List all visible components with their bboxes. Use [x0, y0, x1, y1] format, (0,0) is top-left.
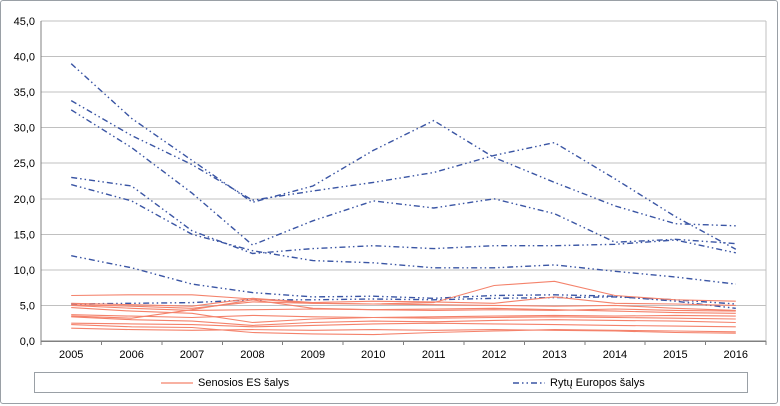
legend-label-rytu-europos: Rytų Europos šalys [550, 376, 645, 389]
y-axis-label: 40,0 [14, 52, 35, 64]
series-line-rytu_europos [70, 63, 736, 227]
series-line-rytu_europos [71, 176, 736, 255]
x-axis-label: 2016 [724, 349, 748, 361]
x-axis-label: 2006 [119, 349, 143, 361]
x-axis-label: 2014 [603, 349, 627, 361]
series-line-senosios_es [71, 322, 736, 328]
series-line-senosios_es [71, 327, 736, 334]
y-axis-label: 10,0 [14, 265, 35, 277]
series-line-senosios_es [71, 296, 736, 307]
x-axis-label: 2011 [422, 349, 446, 361]
y-axis-label: 25,0 [14, 158, 35, 170]
series-line-rytu_europos [71, 296, 736, 305]
y-axis-label: 5,0 [20, 300, 35, 312]
x-axis-label: 2008 [240, 349, 264, 361]
series-line-senosios_es [71, 307, 736, 324]
legend: Senosios ES šalys Rytų Europos šalys [34, 372, 748, 393]
y-axis-label: 0,0 [20, 336, 35, 348]
y-axis-label: 20,0 [14, 194, 35, 206]
y-axis-label: 35,0 [14, 87, 35, 99]
x-axis-label: 2009 [301, 349, 325, 361]
series-line-rytu_europos [70, 99, 737, 250]
series-line-rytu_europos [70, 109, 736, 246]
y-axis-label: 45,0 [14, 16, 35, 28]
x-axis-label: 2012 [482, 349, 506, 361]
y-axis-label: 30,0 [14, 123, 35, 135]
legend-label-senosios-es: Senosios ES šalys [198, 376, 290, 389]
x-axis-label: 2007 [180, 349, 204, 361]
legend-line-sample-senosios-es [161, 381, 193, 384]
series-line-senosios_es [71, 316, 736, 326]
series-line-senosios_es [71, 304, 736, 312]
series-line-senosios_es [71, 280, 736, 305]
series-line-rytu_europos [71, 255, 736, 309]
x-axis-label: 2005 [59, 349, 83, 361]
x-axis-label: 2010 [361, 349, 385, 361]
series-line-senosios_es [71, 314, 736, 320]
series-line-senosios_es [71, 324, 736, 336]
series-line-rytu_europos [71, 183, 736, 285]
legend-item-senosios-es: Senosios ES šalys [160, 373, 289, 392]
series-line-senosios_es [71, 301, 736, 311]
series-line-senosios_es [71, 299, 736, 319]
x-axis-label: 2013 [542, 349, 566, 361]
legend-line-sample-rytu-europos [513, 381, 545, 384]
legend-item-rytu-europos: Rytų Europos šalys [512, 373, 645, 392]
x-axis-label: 2015 [663, 349, 687, 361]
y-axis-label: 15,0 [14, 229, 35, 241]
